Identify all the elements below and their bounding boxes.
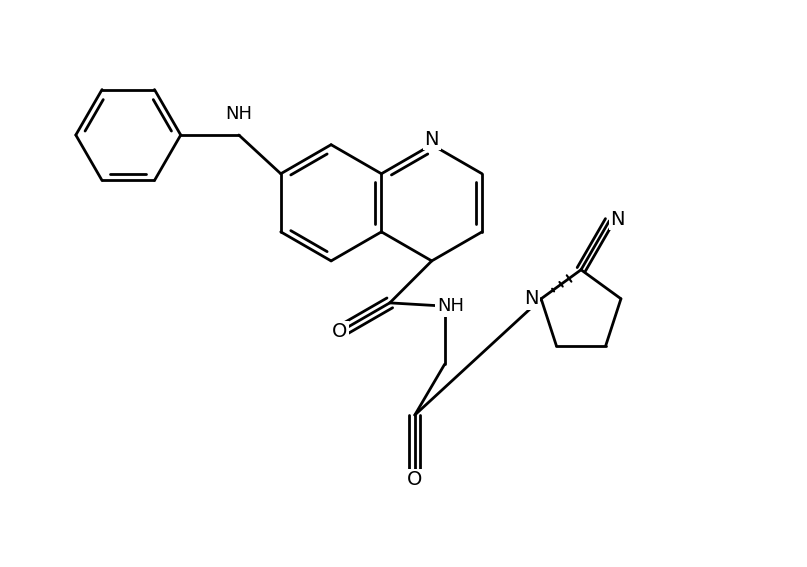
Text: NH: NH [225, 105, 253, 123]
Text: NH: NH [228, 103, 256, 121]
Text: NH: NH [437, 297, 464, 315]
Text: N: N [424, 129, 439, 149]
Text: N: N [610, 210, 625, 229]
Text: N: N [525, 289, 539, 308]
Text: O: O [407, 470, 423, 489]
Text: O: O [332, 323, 347, 341]
